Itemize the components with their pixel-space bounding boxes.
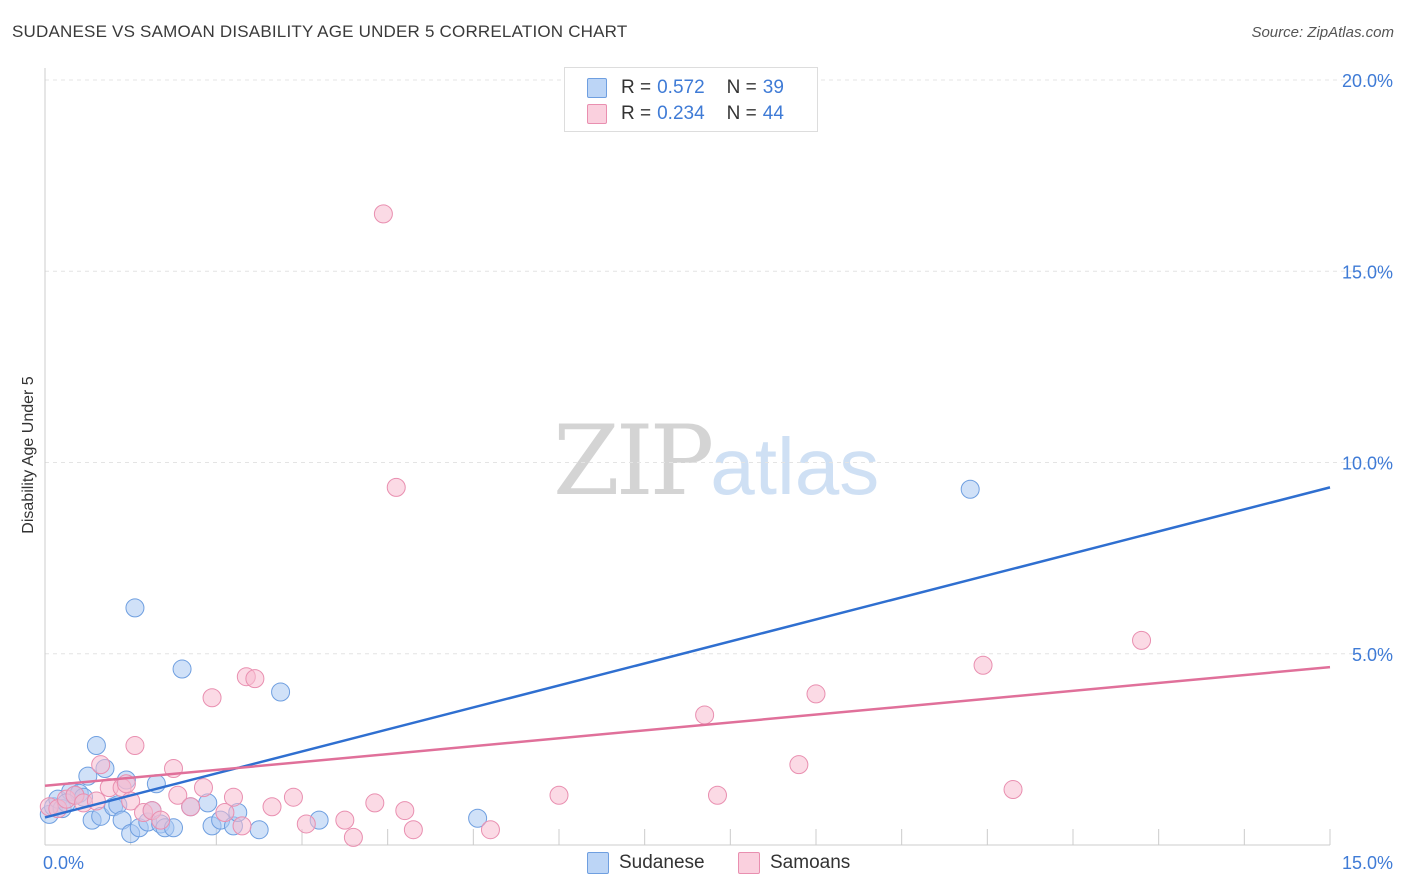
samoans-point <box>549 785 569 805</box>
samoans-point <box>245 669 265 689</box>
samoans-point <box>973 655 993 675</box>
samoans-point <box>168 785 188 805</box>
legend-row-sudanese: R = 0.572 N = 39 <box>587 76 784 100</box>
y-tick-label: 5.0% <box>1352 645 1393 665</box>
source-credit: Source: ZipAtlas.com <box>1251 24 1394 41</box>
x-tick-label: 0.0% <box>43 853 84 873</box>
samoans-point <box>395 801 415 821</box>
legend-r-value: 0.234 <box>657 103 705 124</box>
samoans-trend-line <box>44 665 1331 787</box>
data-points <box>39 204 1152 847</box>
sudanese-legend-swatch <box>587 852 609 874</box>
series-legend-sudanese: Sudanese <box>587 852 705 874</box>
samoans-point <box>386 477 406 497</box>
samoans-point <box>789 755 809 775</box>
sudanese-swatch <box>587 78 607 98</box>
watermark-atlas: atlas <box>710 422 880 511</box>
samoans-point <box>1132 630 1152 650</box>
samoans-legend-label: Samoans <box>770 852 851 873</box>
legend-n-label: N = <box>726 103 757 124</box>
legend-row-samoans: R = 0.234 N = 44 <box>587 102 784 126</box>
x-tick-label: 15.0% <box>1342 853 1393 873</box>
samoans-legend-swatch <box>738 852 760 874</box>
series-legend: Sudanese Samoans <box>0 852 1406 878</box>
samoans-point <box>283 787 303 807</box>
samoans-point <box>480 820 500 840</box>
watermark: ZIPatlas <box>553 405 879 517</box>
samoans-point <box>223 787 243 807</box>
samoans-point <box>202 688 222 708</box>
y-tick-label: 10.0% <box>1342 454 1393 474</box>
samoans-point <box>707 785 727 805</box>
samoans-point <box>86 791 106 811</box>
legend-r-label: R = <box>621 77 652 98</box>
samoans-swatch <box>587 104 607 124</box>
y-tick-label: 20.0% <box>1342 71 1393 91</box>
sudanese-point <box>112 810 132 830</box>
sudanese-point <box>468 808 488 828</box>
sudanese-point <box>125 598 145 618</box>
samoans-point <box>91 755 111 775</box>
samoans-point <box>695 705 715 725</box>
samoans-point <box>373 204 393 224</box>
sudanese-point <box>271 682 291 702</box>
samoans-point <box>151 810 171 830</box>
sudanese-trend-line <box>44 486 1331 819</box>
samoans-point <box>125 736 145 756</box>
samoans-point <box>1003 780 1023 800</box>
tick-labels: 5.0% 10.0% 15.0% 20.0% 0.0% 15.0% <box>43 71 1393 873</box>
samoans-point <box>193 778 213 798</box>
series-legend-samoans: Samoans <box>738 852 850 874</box>
samoans-point <box>335 810 355 830</box>
sudanese-point <box>960 479 980 499</box>
samoans-point <box>343 827 363 847</box>
samoans-point <box>365 793 385 813</box>
axes <box>44 68 1331 846</box>
samoans-point <box>403 820 423 840</box>
chart-title: SUDANESE VS SAMOAN DISABILITY AGE UNDER … <box>12 22 628 41</box>
legend-r-value: 0.572 <box>657 77 705 98</box>
legend-n-label: N = <box>726 77 757 98</box>
samoans-point <box>215 802 235 822</box>
legend-n-value: 39 <box>762 77 784 98</box>
grid-lines <box>45 79 1392 655</box>
sudanese-point <box>172 659 192 679</box>
legend-r-label: R = <box>621 103 652 124</box>
samoans-point <box>262 797 282 817</box>
samoans-point <box>806 684 826 704</box>
y-tick-label: 15.0% <box>1342 262 1393 282</box>
samoans-point <box>181 797 201 817</box>
sudanese-legend-label: Sudanese <box>619 852 705 873</box>
trend-lines <box>44 486 1331 819</box>
sudanese-point <box>249 820 269 840</box>
samoans-point <box>232 816 252 836</box>
legend-n-value: 44 <box>762 103 784 124</box>
correlation-legend: R = 0.572 N = 39 R = 0.234 N = 44 <box>564 67 818 132</box>
sudanese-point <box>86 736 106 756</box>
samoans-point <box>296 814 316 834</box>
watermark-zip: ZIP <box>553 405 714 517</box>
